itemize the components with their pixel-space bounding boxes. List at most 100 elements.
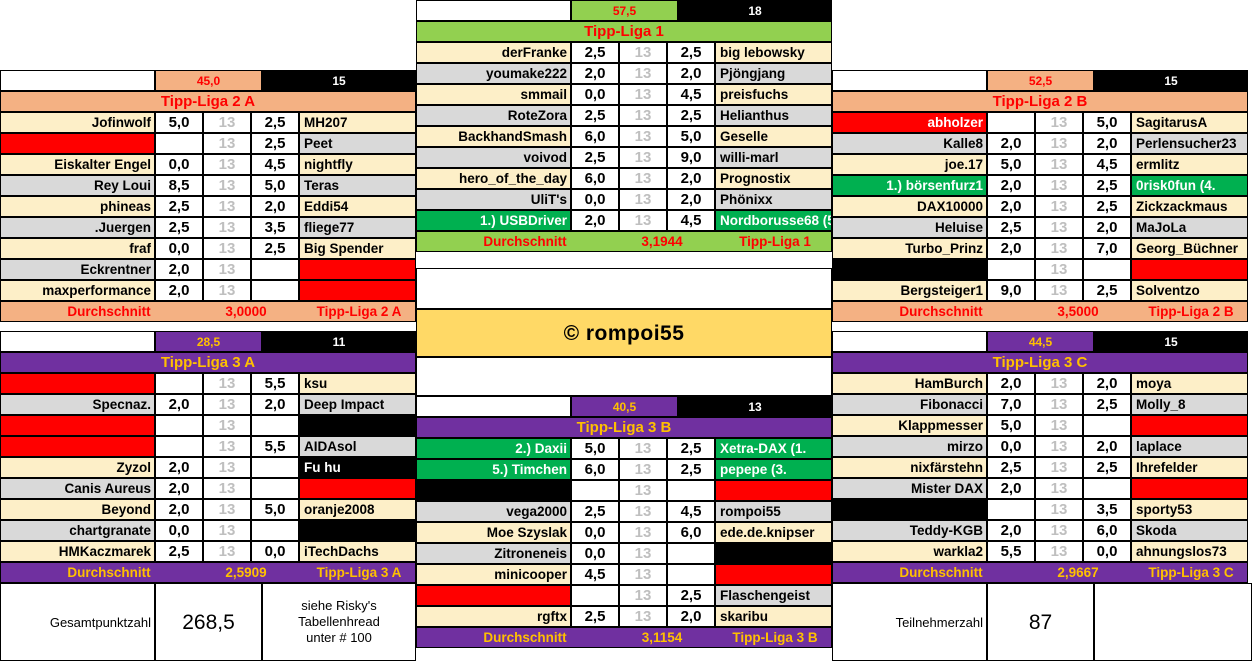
score-left: 2,5 [987,217,1035,238]
average-label: Durchschnitt [483,233,567,249]
player-right [1131,415,1248,436]
league-points-liga3b: 40,5 [571,396,678,417]
score-right: 2,5 [667,105,715,126]
teilnehmerzahl-value: 87 [987,583,1094,661]
average-value: 2,9667 [1057,564,1099,580]
score-left: 0,0 [155,238,203,259]
league-count-liga2b: 15 [1094,70,1248,91]
player-right: Molly_8 [1131,394,1248,415]
teilnehmerzahl-label: Teilnehmerzahl [832,583,987,661]
player-right: Xetra-DAX (1. [715,438,832,459]
player-right: iTechDachs [299,541,416,562]
average-league-name: Tipp-Liga 3 A [316,564,402,580]
rounds-cell: 13 [619,543,667,564]
top-right-blank [832,0,1252,70]
player-right: Solventzo [1131,280,1248,301]
league-average-row: Durchschnitt 2,5909 Tipp-Liga 3 A [0,562,416,583]
header-blank-liga3b [416,396,571,417]
player-right [1131,478,1248,499]
top-left-blank [0,0,416,70]
rounds-cell: 13 [619,189,667,210]
rounds-cell: 13 [619,105,667,126]
rounds-cell: 13 [1035,112,1083,133]
rounds-cell: 13 [203,373,251,394]
rounds-cell: 13 [619,126,667,147]
player-right: Big Spender [299,238,416,259]
rounds-cell: 13 [619,480,667,501]
score-right: 5,0 [251,175,299,196]
score-right [667,480,715,501]
player-right: Peet [299,133,416,154]
rounds-cell: 13 [203,478,251,499]
score-left: 2,0 [987,196,1035,217]
score-right [251,478,299,499]
rounds-cell: 13 [619,168,667,189]
league-average-row: Durchschnitt 2,9667 Tipp-Liga 3 C [832,562,1248,583]
player-right: moya [1131,373,1248,394]
player-right: ksu [299,373,416,394]
score-left: 2,5 [155,541,203,562]
score-right: 6,0 [667,522,715,543]
score-right [1083,478,1131,499]
score-left [155,373,203,394]
score-right: 6,0 [1083,520,1131,541]
score-right: 5,5 [251,373,299,394]
league-title-liga3b: Tipp-Liga 3 B [416,417,832,438]
player-right [715,480,832,501]
rounds-cell: 13 [1035,373,1083,394]
player-left: joe.17 [832,154,987,175]
average-league-name: Tipp-Liga 3 C [1148,564,1234,580]
score-left: 2,5 [571,105,619,126]
score-left: 2,5 [571,147,619,168]
player-right: Zickzackmaus [1131,196,1248,217]
score-right: 5,0 [1083,112,1131,133]
player-right: nightfly [299,154,416,175]
player-left: abholzer [832,112,987,133]
risky-note: siehe Risky's Tabellenhread unter # 100 [262,583,416,661]
rounds-cell: 13 [1035,499,1083,520]
player-right: Helianthus [715,105,832,126]
score-right: 2,0 [251,394,299,415]
player-left: HMKaczmarek [0,541,155,562]
rounds-cell: 13 [1035,133,1083,154]
average-label: Durchschnitt [899,564,983,580]
player-right: preisfuchs [715,84,832,105]
score-right [251,280,299,301]
rounds-cell: 13 [203,133,251,154]
score-left: 2,0 [571,63,619,84]
score-left: 2,5 [155,217,203,238]
league-points-liga1: 57,5 [571,0,678,21]
player-right: Skoda [1131,520,1248,541]
rounds-cell: 13 [1035,457,1083,478]
score-left: 6,0 [571,459,619,480]
player-right: Prognostix [715,168,832,189]
player-left: Rey Loui [0,175,155,196]
rounds-cell: 13 [203,499,251,520]
player-left: Kalle8 [832,133,987,154]
league-average-row: Durchschnitt 3,1944 Tipp-Liga 1 [416,231,832,252]
player-right: ede.de.knipser [715,522,832,543]
score-left: 0,0 [571,189,619,210]
score-right: 4,5 [667,501,715,522]
score-left: 5,5 [987,541,1035,562]
score-left: 2,0 [155,499,203,520]
score-left: 5,0 [571,438,619,459]
spacer-center [416,268,832,309]
average-value: 3,1944 [641,233,683,249]
score-left: 0,0 [155,154,203,175]
score-left: 6,0 [571,126,619,147]
note-line-1: siehe Risky's [301,597,377,613]
player-left: youmake222 [416,63,571,84]
score-right: 2,5 [667,42,715,63]
score-right: 2,5 [1083,394,1131,415]
player-left: minicooper [416,564,571,585]
score-right: 2,0 [1083,133,1131,154]
player-left [832,499,987,520]
player-left: maxperformance [0,280,155,301]
league-points-liga3c: 44,5 [987,331,1094,352]
league-average-row: Durchschnitt 3,1154 Tipp-Liga 3 B [416,627,832,648]
rounds-cell: 13 [203,520,251,541]
score-left: 2,0 [987,133,1035,154]
rounds-cell: 13 [1035,175,1083,196]
score-right [251,415,299,436]
